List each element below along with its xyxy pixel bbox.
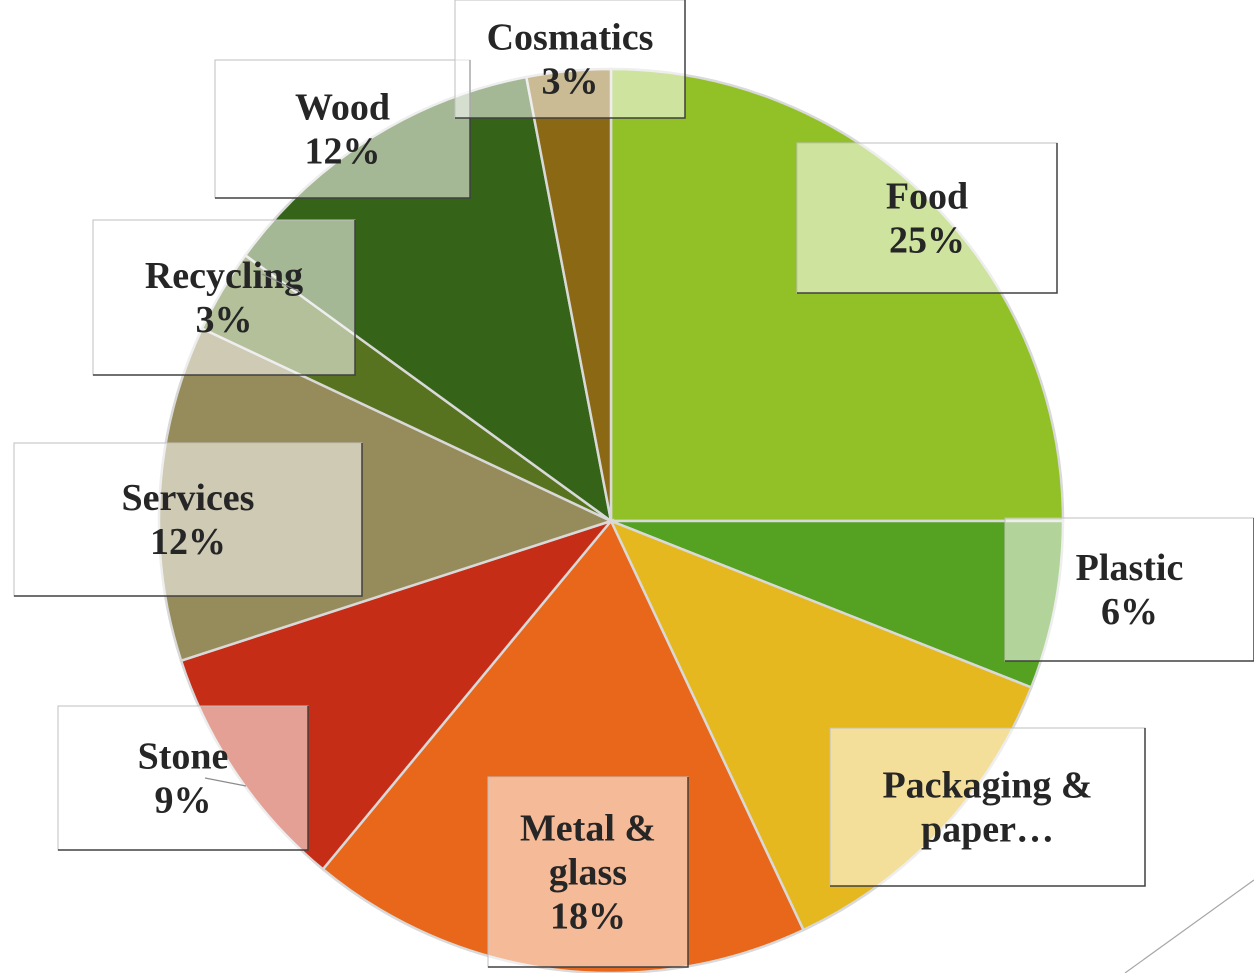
data-label-shadow — [93, 220, 356, 376]
data-label-box — [829, 727, 1146, 887]
data-label-value: 25% — [889, 219, 965, 261]
data-label-box — [57, 705, 309, 851]
data-label-category: Metal & — [520, 807, 656, 849]
data-label-category: Wood — [295, 86, 390, 128]
data-label-shadow — [58, 706, 309, 851]
leader-line-recycling — [261, 273, 301, 293]
data-label-shadow — [797, 143, 1058, 294]
data-label-box — [92, 219, 356, 376]
data-label-value: 9% — [155, 779, 212, 821]
data-label-shadow — [830, 728, 1146, 887]
data-label-value: 6% — [1101, 591, 1158, 633]
data-label-category: Stone — [138, 735, 229, 777]
corner-decoration — [1124, 879, 1254, 973]
pie-slice-food — [609, 67, 1065, 523]
data-label-category: glass — [549, 851, 627, 893]
data-label-category: paper… — [921, 808, 1054, 850]
data-label-value: 18% — [550, 895, 626, 937]
data-label-box — [487, 776, 689, 968]
data-label-shadow — [14, 443, 363, 597]
data-label-box — [1004, 517, 1254, 662]
data-label-box — [214, 59, 471, 199]
data-label-shadow — [488, 777, 689, 968]
data-label-shadow — [455, 0, 686, 119]
data-label-box — [13, 442, 363, 597]
data-label-category: Cosmatics — [487, 16, 654, 58]
leader-line-stone — [204, 777, 247, 787]
data-label-category: Plastic — [1076, 547, 1184, 589]
data-label-category: Services — [122, 477, 255, 519]
data-label-value: 3% — [196, 299, 253, 341]
data-label-category: Packaging & — [882, 764, 1092, 806]
data-label-shadow — [1005, 518, 1254, 662]
data-label-box — [796, 142, 1058, 294]
data-label-category: Recycling — [145, 255, 303, 297]
data-label-value: 12% — [305, 130, 381, 172]
data-label-box — [454, 0, 686, 119]
data-label-value: 3% — [542, 60, 599, 102]
data-label-value: 12% — [150, 521, 226, 563]
data-label-category: Food — [886, 175, 968, 217]
data-label-packaging-and-paper: Packaging &paper… — [829, 727, 1146, 887]
